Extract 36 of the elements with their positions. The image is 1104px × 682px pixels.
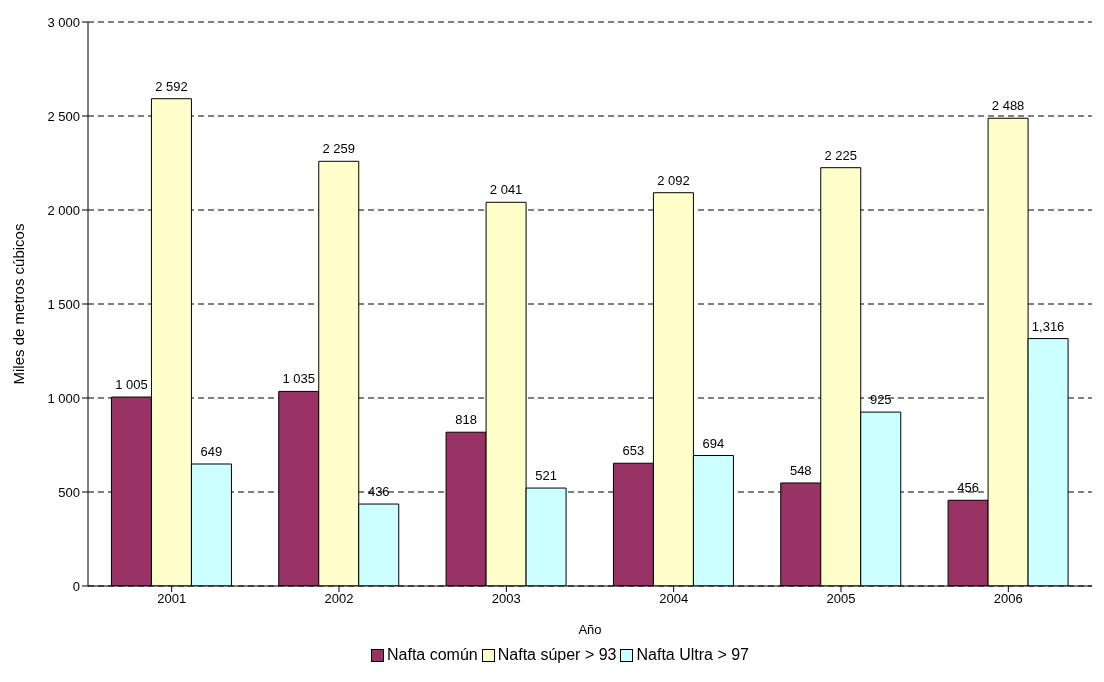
y-tick-label: 2 000	[47, 202, 80, 218]
y-tick-label: 1 500	[47, 296, 80, 312]
legend-label: Nafta común	[386, 646, 478, 664]
y-tick-label: 500	[58, 484, 80, 500]
x-tick-label: 2005	[826, 591, 856, 607]
x-axis-title: Año	[578, 622, 602, 637]
x-tick-label: 2004	[659, 591, 689, 607]
data-label: 1 035	[282, 371, 316, 387]
data-label: 653	[622, 443, 645, 459]
y-tick-label: 3 000	[47, 14, 80, 30]
data-label: 925	[869, 392, 892, 408]
data-label: 2 225	[824, 147, 858, 163]
data-label: 694	[702, 435, 725, 451]
data-label: 649	[200, 443, 223, 459]
data-label: 1,316	[1031, 318, 1065, 334]
x-tick-label: 2006	[993, 591, 1023, 607]
x-tick-label: 2003	[491, 591, 521, 607]
data-label: 818	[455, 412, 477, 428]
data-label: 521	[535, 468, 557, 484]
y-axis-title: Miles de metros cúbicos	[10, 223, 28, 385]
data-label: 1 005	[115, 377, 148, 393]
legend-label: Nafta súper > 93	[496, 646, 617, 664]
data-label: 548	[789, 462, 812, 478]
legend-label: Nafta Ultra > 97	[635, 646, 749, 664]
y-tick-label: 2 500	[47, 108, 80, 124]
y-tick-label: 1 000	[47, 390, 80, 406]
x-tick-label: 2002	[324, 591, 354, 607]
y-tick-label: 0	[72, 578, 80, 594]
data-label: 456	[957, 480, 979, 496]
data-label: 2 092	[657, 172, 690, 188]
data-label: 2 592	[155, 78, 188, 94]
data-label: 2 488	[991, 98, 1025, 114]
x-tick-label: 2001	[157, 591, 187, 607]
data-label: 436	[367, 484, 390, 500]
data-label: 2 259	[322, 141, 356, 157]
data-label: 2 041	[489, 182, 523, 198]
